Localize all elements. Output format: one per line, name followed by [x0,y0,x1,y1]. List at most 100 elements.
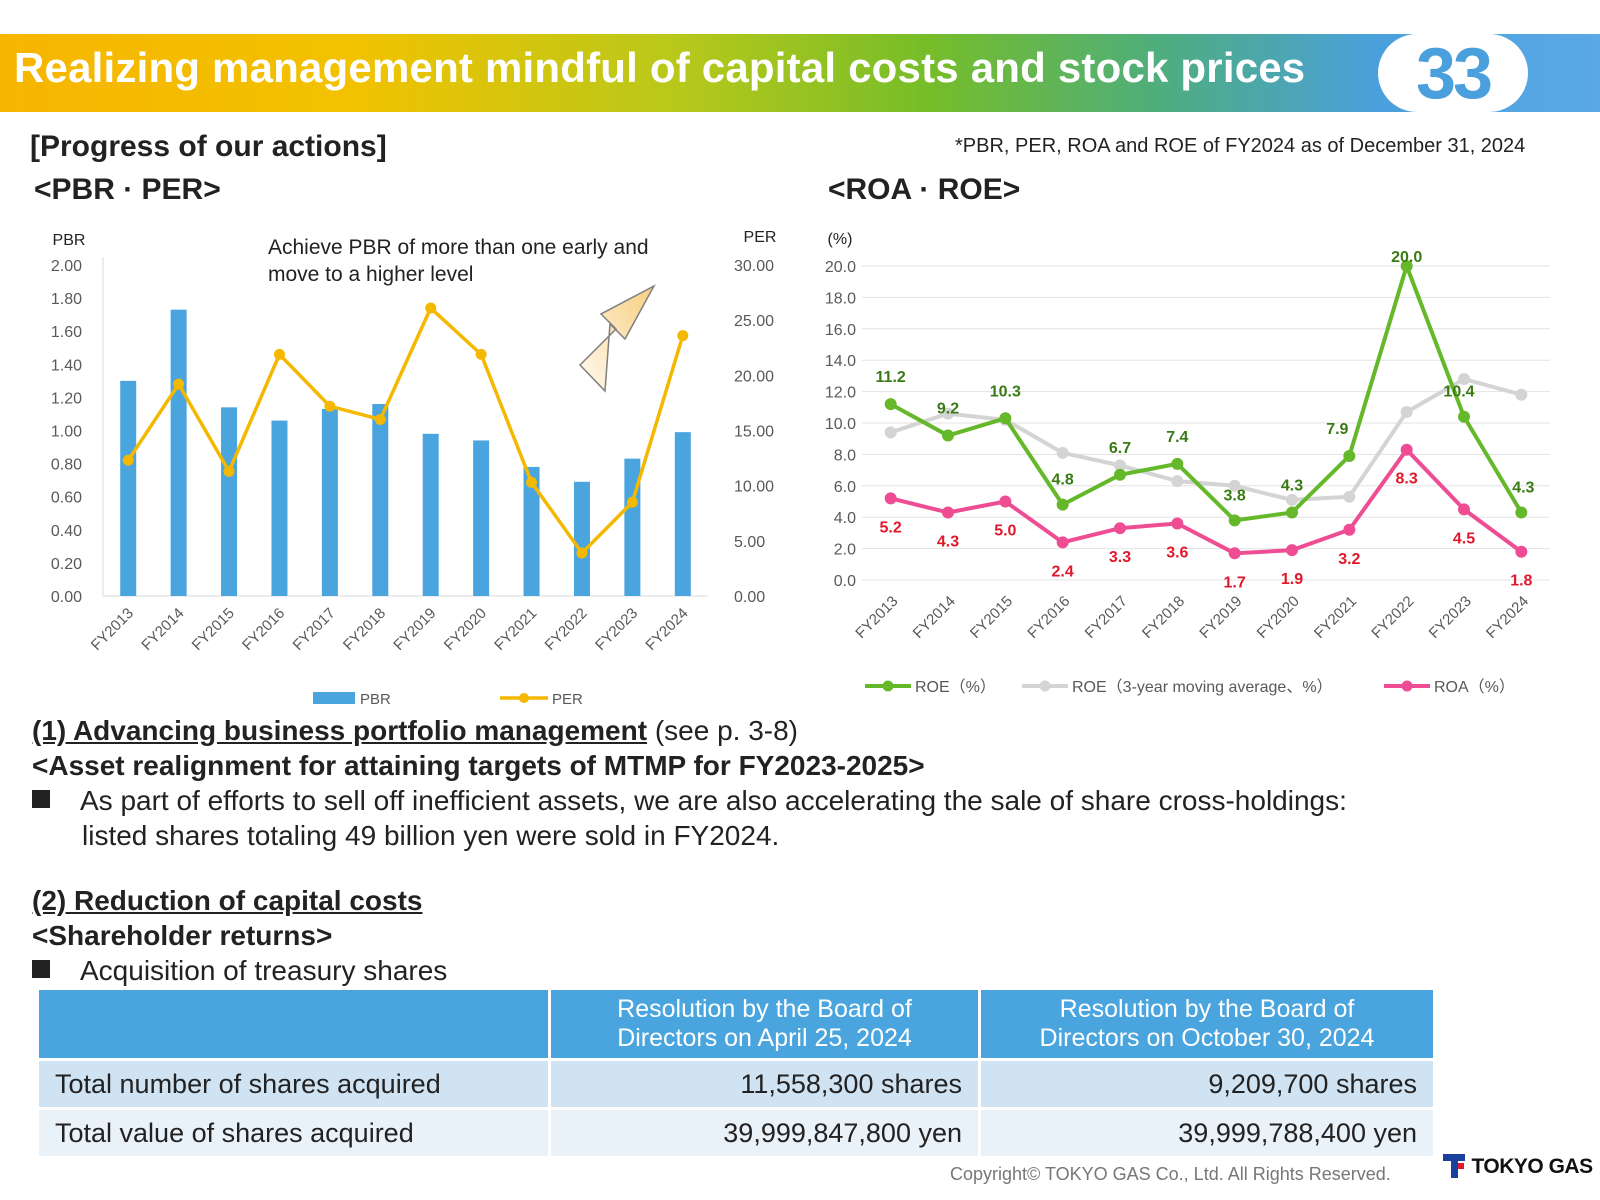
x-tick-label: FY2013 [88,605,137,654]
y-axis-tick: 20.0 [825,259,856,276]
roa-point [942,506,954,519]
roe-data-label: 3.8 [1224,487,1246,504]
per-axis-tick: 10.00 [734,479,774,496]
pbr-per-heading: <PBR · PER> [34,173,221,206]
roa-data-label: 5.0 [994,523,1016,540]
per-point [425,302,437,314]
tokyo-gas-logo-text: TOKYO GAS [1471,1155,1593,1178]
roe-point [1343,449,1356,462]
roe-data-label: 4.3 [1281,477,1303,494]
pbr-bar [473,440,490,596]
section1-title-text: (1) Advancing business portfolio managem… [32,715,648,746]
roa-point [1343,523,1356,536]
row-label: Total value of shares acquired [36,1107,551,1159]
x-tick-label: FY2023 [592,605,641,654]
roa-point [1400,443,1413,456]
roe-3yr-avg-point [942,407,954,420]
roe-point [884,398,897,411]
roe-point [1515,506,1528,519]
bullet-square-icon [32,960,50,978]
pbr-bar [372,404,389,596]
legend-per-marker [519,693,529,703]
roe-point [1056,498,1069,511]
pbr-bar [271,420,288,596]
roe-point [1114,468,1126,481]
pbr-bar [674,432,691,596]
roe-data-label: 4.8 [1052,472,1074,489]
roe-point [1286,506,1298,519]
roa-point [1228,547,1241,560]
roa-point [999,495,1012,508]
per-axis-tick: 20.00 [734,368,774,385]
pbr-axis-tick: 2.00 [51,258,82,275]
per-axis-tick: 5.00 [734,534,765,551]
header-april-line2: Directors on April 25, 2024 [617,1024,912,1052]
roa-data-label: 8.3 [1396,471,1418,488]
table-row: Total number of shares acquired 11,558,3… [36,1058,1436,1110]
roa-roe-heading: <ROA · ROE> [828,173,1021,206]
per-axis-tick: 25.00 [734,313,774,330]
roa-point [1056,536,1069,549]
pbr-target-annotation: Achieve PBR of more than one early and [268,236,649,259]
roa-data-label: 3.2 [1338,551,1360,568]
x-tick-label: FY2015 [967,593,1016,642]
roe-3yr-avg-point [884,426,897,439]
pbr-axis-label: PBR [53,232,86,249]
section1-bullet: As part of efforts to sell off inefficie… [32,785,1347,817]
roa-data-label: 1.7 [1224,574,1246,591]
table-row: Total value of shares acquired 39,999,84… [36,1107,1436,1159]
roe-3yr-avg-point [1056,446,1069,459]
roa-data-label: 4.5 [1453,530,1475,547]
legend-per-label: PER [552,691,583,708]
section2-bullet-text: Acquisition of treasury shares [80,955,448,986]
x-tick-label: FY2023 [1426,593,1475,642]
per-point [122,454,134,466]
x-tick-label: FY2017 [1082,593,1131,642]
page-number: 33 [1415,34,1493,114]
roe-point [1400,260,1413,272]
x-tick-label: FY2018 [1139,593,1188,642]
roe-data-label: 7.9 [1326,421,1348,438]
pbr-bar [422,433,439,596]
roe-point [942,429,954,442]
per-axis-tick: 0.00 [734,589,765,606]
pbr-axis-tick: 0.00 [51,589,82,606]
roe-3yr-avg-line [890,377,1522,502]
roa-data-label: 4.3 [937,533,959,550]
section1-bullet-line2: listed shares totaling 49 billion yen we… [82,820,780,851]
row-label: Total number of shares acquired [36,1058,551,1110]
roa-data-label: 3.3 [1109,549,1131,566]
y-axis-tick: 4.0 [834,510,856,527]
pbr-axis-tick: 1.40 [51,357,82,374]
roe-point [999,412,1012,425]
roe-data-label: 20.0 [1391,249,1422,266]
pbr-axis-tick: 0.60 [51,490,82,507]
x-tick-label: FY2021 [491,605,540,654]
x-tick-label: FY2018 [340,605,389,654]
section1-page-ref: (see p. 3-8) [647,715,798,746]
legend-pbr-label: PBR [360,691,391,708]
pbr-bar [221,407,238,596]
roe-3yr-avg-point [1228,479,1241,492]
header-october-line2: Directors on October 30, 2024 [1039,1024,1375,1052]
roa-data-label: 1.9 [1281,571,1303,588]
pbr-axis-tick: 0.40 [51,523,82,540]
roe-point [1171,457,1184,470]
y-axis-tick: 6.0 [834,479,856,496]
roe-3yr-avg-point [1286,493,1298,506]
per-axis-tick: 30.00 [734,258,774,275]
copyright-text: Copyright© TOKYO GAS Co., Ltd. All Right… [950,1164,1391,1184]
per-point [677,330,689,342]
x-tick-label: FY2014 [910,593,959,642]
table-header-april: Resolution by the Board of Directors on A… [548,987,981,1061]
roe-3yr-avg-point [1458,373,1470,386]
section1-bullet-line1: As part of efforts to sell off inefficie… [80,785,1347,816]
pbr-axis-tick: 0.80 [51,457,82,474]
pbr-per-chart: 0.00 0.20 0.40 0.60 0.80 1.00 1.20 1.40 1.60 1.80… [51,229,777,708]
roe-3yr-avg-point [1515,388,1528,401]
section2-title-text: (2) Reduction of capital costs [32,885,423,916]
page-title: Realizing management mindful of capital … [14,44,1306,91]
per-point [526,476,538,488]
pbr-bar [523,466,540,596]
roe-point [1458,410,1470,423]
